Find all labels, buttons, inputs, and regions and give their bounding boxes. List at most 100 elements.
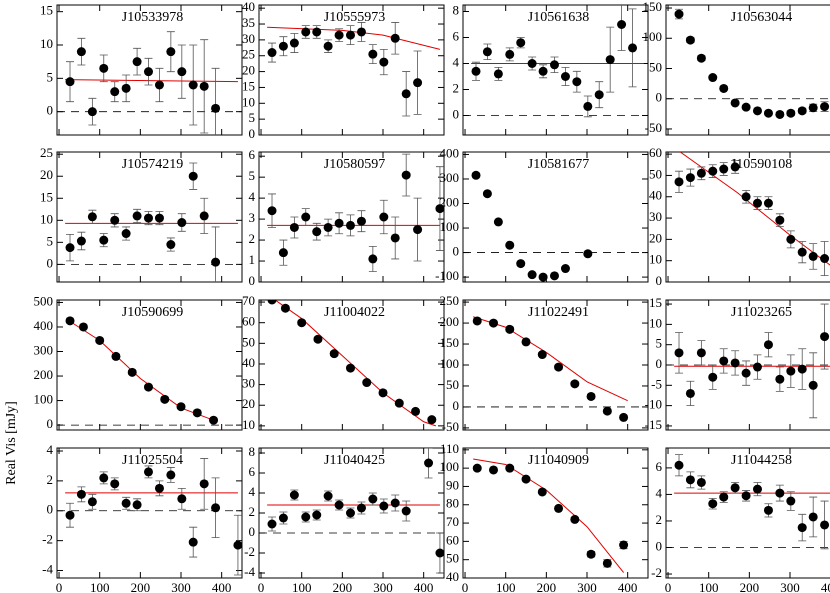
data-point	[121, 83, 131, 93]
panel: 40 50 60 70 80 90 100 110 0 100 200 300 400 J11040909	[440, 441, 649, 593]
x-tick-label: 400	[212, 580, 232, 593]
y-axis-label: Real Vis [mJy]	[4, 401, 19, 485]
y-tick-label: 0	[249, 273, 256, 288]
y-tick-label: 300	[440, 170, 460, 185]
data-point	[390, 498, 400, 508]
y-tick-label: 4	[249, 189, 256, 204]
y-tick-label: -4	[42, 562, 53, 577]
data-point	[411, 406, 421, 416]
data-point	[820, 520, 830, 530]
data-point	[786, 496, 796, 506]
data-point	[797, 106, 807, 116]
panel-title: J10590108	[731, 157, 792, 172]
data-point	[786, 234, 796, 244]
y-tick-label: -2	[651, 565, 662, 580]
y-tick-label: 4	[453, 54, 460, 69]
panel: -4 -2 0 2 4 6 8 0 100 200 300 400 J11040425	[244, 444, 445, 593]
data-point	[696, 168, 706, 178]
data-point	[356, 27, 366, 37]
data-point	[267, 48, 277, 58]
data-point	[708, 372, 718, 382]
y-tick-label: 25	[242, 47, 255, 62]
data-point	[538, 272, 548, 282]
panel-frame	[258, 299, 445, 431]
data-point	[401, 506, 411, 516]
data-point	[482, 47, 492, 57]
y-tick-label: 90	[446, 477, 459, 492]
data-point	[521, 474, 531, 484]
y-tick-label: 200	[440, 194, 460, 209]
data-point	[87, 107, 97, 117]
data-point	[166, 240, 176, 250]
data-point	[554, 503, 564, 513]
data-point	[786, 366, 796, 376]
data-point	[482, 189, 492, 199]
data-point	[280, 303, 290, 313]
panel-title: J10590699	[122, 305, 183, 320]
y-tick-label: 4	[656, 485, 663, 500]
y-tick-label: 8	[453, 2, 460, 17]
y-tick-label: 5	[249, 168, 256, 183]
data-point	[143, 382, 153, 392]
data-point	[289, 490, 299, 500]
y-tick-label: 500	[34, 293, 54, 308]
y-tick-label: 0	[249, 126, 256, 141]
data-point	[188, 80, 198, 90]
x-tick-label: 200	[740, 580, 760, 593]
plot-area	[267, 300, 437, 427]
x-tick-label: 100	[496, 580, 516, 593]
x-tick-label: 200	[537, 580, 557, 593]
data-point	[527, 270, 537, 280]
y-tick-label: 0	[249, 524, 256, 539]
x-tick-label: 400	[618, 580, 638, 593]
y-tick-label: 30	[649, 209, 662, 224]
data-point	[730, 483, 740, 493]
data-point	[166, 47, 176, 57]
panel-title: J10563044	[731, 10, 792, 25]
y-tick-label: 40	[446, 569, 459, 584]
data-point	[334, 218, 344, 228]
panel-title: J11025504	[122, 453, 183, 468]
data-point	[752, 106, 762, 116]
y-tick-label: 0	[453, 106, 460, 121]
y-tick-label: 0	[656, 90, 663, 105]
data-point	[76, 489, 86, 499]
data-point	[775, 215, 785, 225]
data-point	[730, 358, 740, 368]
data-point	[763, 108, 773, 118]
data-point	[516, 259, 526, 269]
panel-title: J11023265	[731, 305, 792, 320]
plot-area	[463, 170, 648, 282]
data-point	[356, 216, 366, 226]
data-point	[719, 356, 729, 366]
panel-frame	[56, 299, 243, 431]
data-point	[719, 83, 729, 93]
y-tick-label: 15	[649, 295, 662, 310]
panel-title: J10555973	[324, 10, 385, 25]
plot-area	[57, 162, 242, 282]
model-line	[65, 79, 238, 83]
data-point	[211, 103, 221, 113]
y-tick-label: 60	[242, 314, 255, 329]
x-tick-label: 300	[373, 580, 393, 593]
data-point	[619, 412, 629, 422]
data-point	[356, 503, 366, 513]
y-tick-label: 10	[242, 94, 255, 109]
data-point	[378, 388, 388, 398]
panel: 0 5 10 15 J10533978	[40, 3, 243, 136]
data-point	[797, 247, 807, 257]
data-point	[110, 87, 120, 97]
data-point	[820, 254, 830, 264]
data-point	[570, 514, 580, 524]
data-point	[549, 60, 559, 70]
data-point	[379, 212, 389, 222]
x-tick-label: 100	[292, 580, 312, 593]
y-tick-label: 60	[649, 145, 662, 160]
data-point	[730, 98, 740, 108]
y-tick-label: 20	[242, 63, 255, 78]
y-tick-label: 10	[40, 211, 53, 226]
data-point	[775, 488, 785, 498]
data-point	[110, 479, 120, 489]
data-point	[413, 225, 423, 235]
plot-area	[267, 153, 444, 272]
